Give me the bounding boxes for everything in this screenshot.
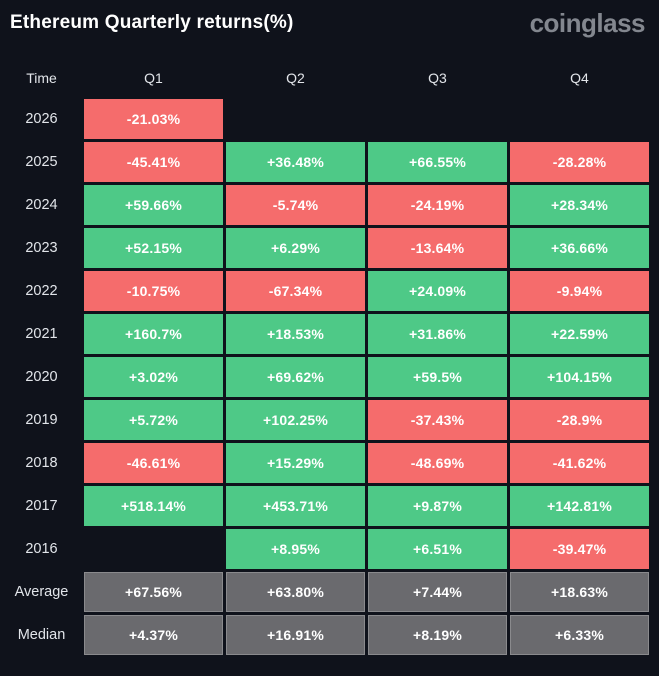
column-header-q4: Q4: [570, 70, 589, 86]
return-cell-2024-q2: -5.74%: [226, 185, 365, 225]
return-cell-2023-q3: -13.64%: [368, 228, 507, 268]
return-cell-2024-q3: -24.19%: [368, 185, 507, 225]
return-cell-2018-q1: -46.61%: [84, 443, 223, 483]
row-label-2018: 2018: [25, 455, 58, 471]
return-cell-average-q2: +63.80%: [226, 572, 365, 612]
return-cell-2024-q1: +59.66%: [84, 185, 223, 225]
coinglass-logo: coinglass: [529, 8, 646, 38]
column-header-q2: Q2: [286, 70, 305, 86]
row-label-2024: 2024: [25, 197, 58, 213]
return-cell-2020-q2: +69.62%: [226, 357, 365, 397]
row-label-2017: 2017: [25, 498, 58, 514]
return-cell-2018-q4: -41.62%: [510, 443, 649, 483]
return-cell-2021-q1: +160.7%: [84, 314, 223, 354]
row-label-2026: 2026: [25, 111, 58, 127]
row-label-2023: 2023: [25, 240, 58, 256]
return-cell-2026-q2: [226, 99, 365, 139]
return-cell-2019-q4: -28.9%: [510, 400, 649, 440]
return-cell-average-q4: +18.63%: [510, 572, 649, 612]
return-cell-2018-q2: +15.29%: [226, 443, 365, 483]
return-cell-2025-q4: -28.28%: [510, 142, 649, 182]
return-cell-median-q4: +6.33%: [510, 615, 649, 655]
row-label-2020: 2020: [25, 369, 58, 385]
row-label-2021: 2021: [25, 326, 58, 342]
return-cell-2018-q3: -48.69%: [368, 443, 507, 483]
return-cell-2023-q4: +36.66%: [510, 228, 649, 268]
row-label-average: Average: [14, 584, 69, 600]
return-cell-2025-q2: +36.48%: [226, 142, 365, 182]
column-header-q1: Q1: [144, 70, 163, 86]
row-label-2025: 2025: [25, 154, 58, 170]
row-label-median: Median: [17, 627, 66, 643]
return-cell-2021-q4: +22.59%: [510, 314, 649, 354]
return-cell-2026-q4: [510, 99, 649, 139]
return-cell-2023-q1: +52.15%: [84, 228, 223, 268]
return-cell-2017-q2: +453.71%: [226, 486, 365, 526]
row-label-2019: 2019: [25, 412, 58, 428]
row-label-2022: 2022: [25, 283, 58, 299]
return-cell-median-q3: +8.19%: [368, 615, 507, 655]
return-cell-median-q1: +4.37%: [84, 615, 223, 655]
return-cell-2020-q4: +104.15%: [510, 357, 649, 397]
return-cell-average-q3: +7.44%: [368, 572, 507, 612]
returns-table: Time Q1 Q2 Q3 Q4 2026 -21.03% 2025 -45.41% +36.48…: [2, 60, 659, 655]
return-cell-2019-q3: -37.43%: [368, 400, 507, 440]
return-cell-2016-q2: +8.95%: [226, 529, 365, 569]
return-cell-2016-q3: +6.51%: [368, 529, 507, 569]
return-cell-2016-q4: -39.47%: [510, 529, 649, 569]
return-cell-2022-q4: -9.94%: [510, 271, 649, 311]
page-title: Ethereum Quarterly returns(%): [10, 12, 294, 33]
return-cell-2025-q3: +66.55%: [368, 142, 507, 182]
column-header-q3: Q3: [428, 70, 447, 86]
return-cell-2017-q1: +518.14%: [84, 486, 223, 526]
return-cell-average-q1: +67.56%: [84, 572, 223, 612]
return-cell-2026-q3: [368, 99, 507, 139]
return-cell-2023-q2: +6.29%: [226, 228, 365, 268]
return-cell-2019-q2: +102.25%: [226, 400, 365, 440]
return-cell-2022-q1: -10.75%: [84, 271, 223, 311]
return-cell-2017-q4: +142.81%: [510, 486, 649, 526]
return-cell-2017-q3: +9.87%: [368, 486, 507, 526]
return-cell-2021-q3: +31.86%: [368, 314, 507, 354]
row-label-2016: 2016: [25, 541, 58, 557]
return-cell-2020-q3: +59.5%: [368, 357, 507, 397]
return-cell-2021-q2: +18.53%: [226, 314, 365, 354]
return-cell-2020-q1: +3.02%: [84, 357, 223, 397]
return-cell-2016-q1: [84, 529, 223, 569]
return-cell-2026-q1: -21.03%: [84, 99, 223, 139]
return-cell-median-q2: +16.91%: [226, 615, 365, 655]
topbar: Ethereum Quarterly returns(%) coinglass: [0, 0, 659, 56]
return-cell-2019-q1: +5.72%: [84, 400, 223, 440]
return-cell-2022-q3: +24.09%: [368, 271, 507, 311]
return-cell-2024-q4: +28.34%: [510, 185, 649, 225]
column-header-time: Time: [26, 70, 57, 86]
return-cell-2025-q1: -45.41%: [84, 142, 223, 182]
return-cell-2022-q2: -67.34%: [226, 271, 365, 311]
